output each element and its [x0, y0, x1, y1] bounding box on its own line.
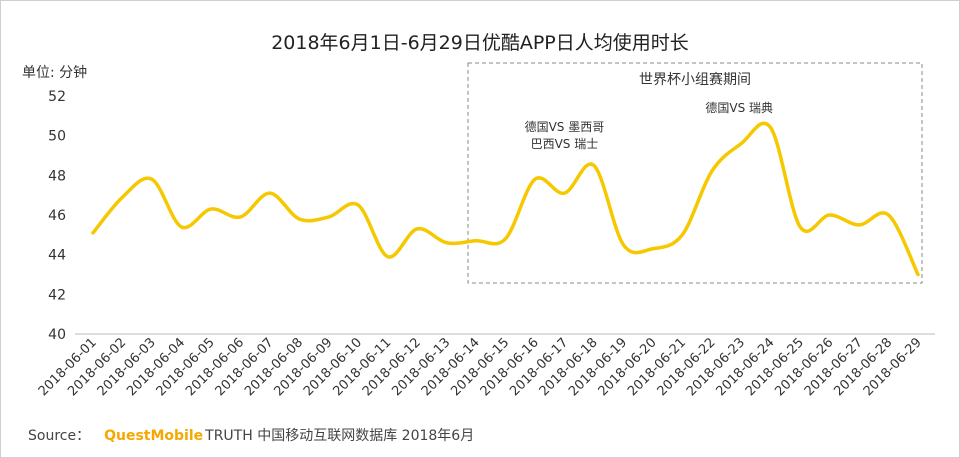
- match-annotation-line: 巴西VS 瑞士: [531, 137, 599, 151]
- world-cup-group-stage-box: [467, 62, 923, 284]
- world-cup-box-label: 世界杯小组赛期间: [639, 72, 751, 88]
- x-axis-ticks: 2018-06-012018-06-022018-06-032018-06-04…: [36, 335, 925, 399]
- y-tick-label: 48: [48, 168, 66, 184]
- y-tick-label: 52: [48, 89, 66, 105]
- chart-title: 2018年6月1日-6月29日优酷APP日人均使用时长: [271, 32, 689, 54]
- match-annotation-line: 德国VS 瑞典: [705, 100, 773, 115]
- match-annotation-line: 德国VS 墨西哥: [525, 119, 605, 134]
- y-axis-unit-label: 单位: 分钟: [22, 65, 88, 81]
- source-prefix: Source：: [28, 428, 91, 444]
- y-tick-label: 42: [48, 287, 66, 303]
- y-axis-ticks: 40 42 44 46 48 50 52: [48, 89, 66, 343]
- y-tick-label: 46: [48, 208, 66, 224]
- y-tick-label: 44: [48, 248, 66, 264]
- source-brand: QuestMobile: [104, 428, 204, 444]
- source-note: Source： QuestMobile TRUTH 中国移动互联网数据库 2018年…: [28, 425, 474, 445]
- y-tick-label: 50: [48, 129, 66, 145]
- series-line: [91, 121, 920, 277]
- y-tick-label: 40: [48, 327, 66, 343]
- source-rest: TRUTH 中国移动互联网数据库 2018年6月: [205, 428, 475, 444]
